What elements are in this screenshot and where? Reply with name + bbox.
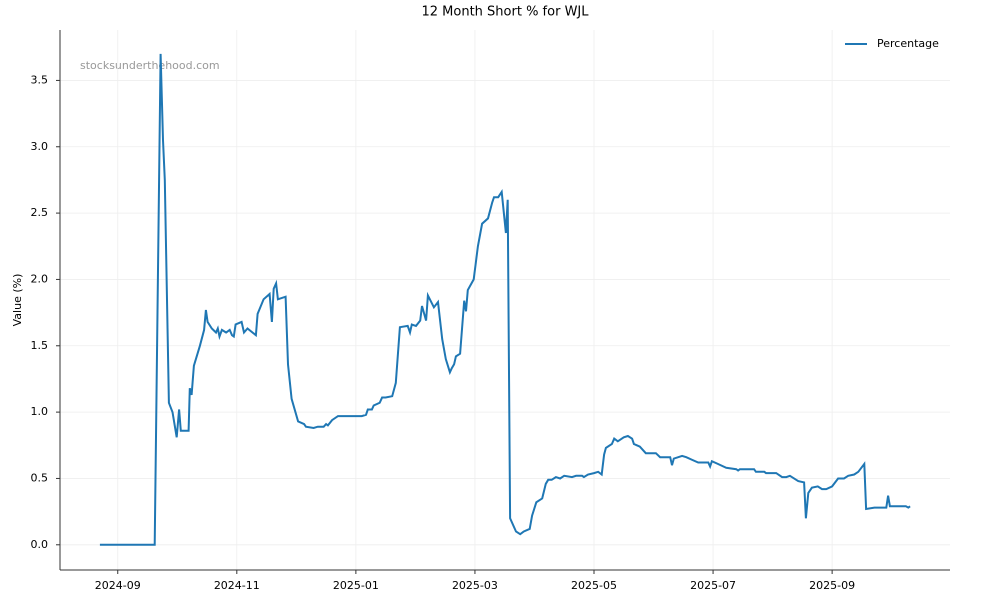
chart-title: 12 Month Short % for WJL: [422, 5, 590, 20]
y-tick-label: 3.5: [31, 73, 49, 86]
y-tick-label: 3.0: [31, 140, 49, 153]
x-tick-label: 2025-05: [571, 579, 617, 592]
x-tick-label: 2024-11: [214, 579, 260, 592]
x-tick-label: 2025-07: [690, 579, 736, 592]
watermark: stocksunderthehood.com: [80, 59, 220, 72]
legend-label: Percentage: [877, 37, 939, 50]
y-axis-label: Value (%): [11, 274, 24, 327]
y-tick-label: 1.0: [31, 405, 49, 418]
y-tick-label: 1.5: [31, 339, 49, 352]
x-tick-label: 2024-09: [95, 579, 141, 592]
x-tick-label: 2025-03: [452, 579, 498, 592]
y-tick-label: 0.5: [31, 471, 49, 484]
data-line: [99, 53, 911, 546]
y-tick-label: 0.0: [31, 538, 49, 551]
y-tick-label: 2.5: [31, 206, 49, 219]
x-tick-label: 2025-09: [809, 579, 855, 592]
y-tick-label: 2.0: [31, 272, 49, 285]
x-tick-label: 2025-01: [333, 579, 379, 592]
